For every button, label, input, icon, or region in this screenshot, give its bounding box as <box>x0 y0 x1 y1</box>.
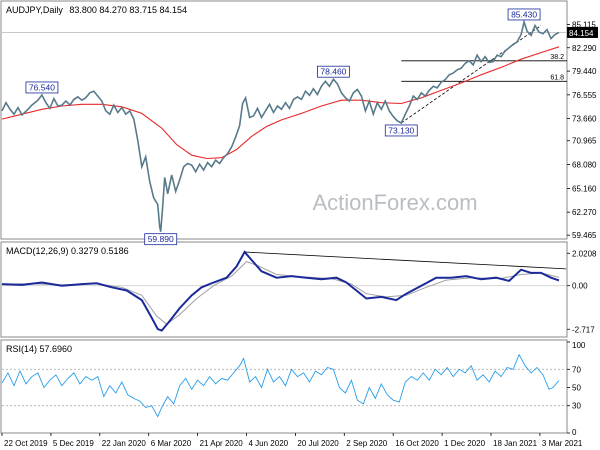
price-y-tick-5: 70.965 <box>572 137 597 146</box>
price-line <box>1 19 560 232</box>
x-tick-9: 1 Dec 2020 <box>444 439 485 448</box>
fib-level-label-0: 38.2 <box>550 54 564 61</box>
price-label-box-3 <box>384 124 418 137</box>
macd-line <box>1 250 560 332</box>
price-label-2: 78.460 <box>320 67 346 77</box>
price-label-3: 73.130 <box>388 125 414 135</box>
price-y-tick-4: 73.660 <box>572 115 597 124</box>
price-y-tick-1: 82.290 <box>572 44 597 53</box>
rsi-panel-title: RSI(14) 57.6960 <box>6 344 72 354</box>
price-label-box-1 <box>144 233 178 246</box>
price-label-0: 76.540 <box>29 82 55 92</box>
price-layer: 38.2 61.8 76.540 59.890 78.460 73.130 85.430 <box>1 8 567 246</box>
x-tick-6: 20 Jul 2020 <box>297 439 339 448</box>
x-tick-0: 22 Oct 2019 <box>4 439 48 448</box>
rsi-y-tick-3: 30 <box>572 402 581 411</box>
rsi-y-tick-4: 0 <box>572 428 577 437</box>
price-panel-title: AUDJPY,Daily 83.800 84.270 83.715 84.154 <box>6 5 187 15</box>
x-tick-8: 16 Oct 2020 <box>395 439 439 448</box>
x-tick-7: 2 Sep 2020 <box>346 439 387 448</box>
price-label-4: 85.430 <box>511 9 537 19</box>
price-y-tick-8: 62.270 <box>572 208 597 217</box>
price-y-tick-9: 59.465 <box>572 231 597 240</box>
price-y-tick-7: 65.160 <box>572 184 597 193</box>
fib-level-label-1: 61.8 <box>550 74 564 81</box>
price-label-box-2 <box>317 65 350 78</box>
x-tick-4: 21 Apr 2020 <box>200 439 244 448</box>
x-tick-11: 3 Mar 2021 <box>542 439 583 448</box>
macd-y-tick-2: -2.717 <box>572 325 595 334</box>
x-tick-1: 5 Dec 2019 <box>53 439 94 448</box>
x-tick-5: 4 Jun 2020 <box>249 439 289 448</box>
current-price-tag-label: 84.154 <box>569 29 594 38</box>
macd-panel-title: MACD(12,26,9) 0.3279 0.5186 <box>6 246 129 256</box>
rsi-y-tick-2: 50 <box>572 384 581 393</box>
price-y-tick-2: 79.440 <box>572 67 597 76</box>
rsi-layer <box>1 353 567 418</box>
price-label-box-0 <box>25 81 59 94</box>
price-y-tick-3: 76.555 <box>572 91 597 100</box>
price-panel-frame <box>0 0 568 240</box>
macd-signal-line <box>1 261 560 325</box>
x-tick-3: 6 Mar 2020 <box>151 439 192 448</box>
x-tick-2: 22 Jan 2020 <box>102 439 147 448</box>
chart-ohlc: 83.800 84.270 83.715 84.154 <box>69 5 187 15</box>
price-label-1: 59.890 <box>148 234 174 244</box>
macd-y-tick-0: 2.0208 <box>572 249 597 258</box>
moving-average-line <box>1 46 560 160</box>
macd-trend-line <box>244 251 567 270</box>
macd-y-tick-1: 0.00 <box>572 282 588 291</box>
x-tick-10: 18 Jan 2021 <box>493 439 538 448</box>
macd-layer <box>1 250 567 332</box>
macd-panel-frame <box>0 241 568 338</box>
price-y-tick-0: 85.115 <box>572 21 596 30</box>
rsi-y-tick-1: 70 <box>572 365 581 374</box>
rsi-line <box>1 353 560 418</box>
watermark: ActionForex.com <box>312 190 477 215</box>
rsi-panel-frame <box>0 339 568 434</box>
chart-symbol: AUDJPY,Daily <box>6 5 63 15</box>
current-price-tag <box>567 26 598 38</box>
rsi-y-tick-0: 100 <box>572 341 586 350</box>
price-y-tick-6: 68.080 <box>572 160 597 169</box>
price-label-box-4 <box>507 8 541 21</box>
